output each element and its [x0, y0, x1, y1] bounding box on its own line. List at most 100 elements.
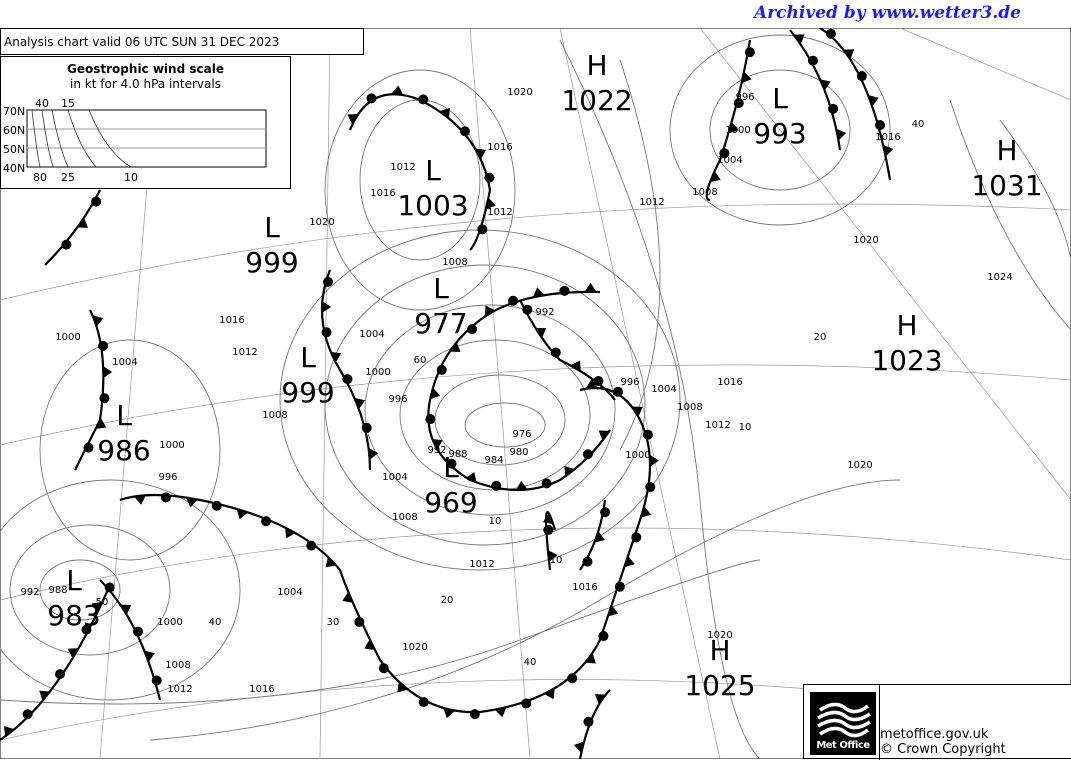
warm-front-semicircle — [828, 103, 839, 114]
warm-front-semicircle — [484, 172, 495, 183]
wind-scale-graph: 70N 60N 50N 40N 40 15 80 25 10 — [3, 97, 267, 184]
isobar-labels: 1020101610121016101210081004100099699298… — [20, 87, 1012, 695]
cold-front-triangle — [92, 315, 104, 327]
cold-front-triangle — [431, 439, 443, 450]
cold-front-triangle — [598, 430, 610, 441]
wind-speed-label: 60 — [414, 355, 427, 366]
isobar-label: 1016 — [717, 377, 742, 388]
warm-front-semicircle — [522, 304, 533, 315]
cold-front-triangle — [325, 556, 337, 568]
wind-speed-label: 40 — [209, 617, 222, 628]
warm-front-semicircle — [104, 582, 115, 593]
warm-front-semicircle — [261, 516, 272, 527]
pressure-centre-value: 1023 — [871, 344, 942, 377]
wind-speed-label: 40 — [912, 119, 925, 130]
wind-speed-label: 10 — [489, 516, 502, 527]
warm-front-semicircle — [550, 347, 561, 358]
cold-front-triangle — [594, 694, 606, 705]
warm-front-semicircle — [541, 478, 552, 489]
lat-label: 70N — [3, 105, 25, 118]
lat-label: 40N — [3, 162, 25, 175]
wind-speed-label: 10 — [739, 422, 752, 433]
cold-front-triangle — [103, 366, 113, 379]
warm-front-semicircle — [508, 295, 519, 306]
cold-front-triangle — [449, 341, 461, 352]
cold-front-triangle — [439, 107, 450, 119]
warm-front-semicircle — [418, 697, 429, 708]
pressure-centre-value: 1031 — [971, 169, 1042, 202]
cold-front-triangle — [585, 653, 596, 664]
wind-speed-label: 40 — [524, 657, 537, 668]
isobar-label: 1004 — [651, 384, 676, 395]
cold-front-triangle — [364, 639, 376, 650]
cold-front-triangle — [868, 95, 879, 107]
cold-front-triangle — [95, 418, 107, 429]
warm-front-semicircle — [719, 148, 730, 159]
speed-label: 40 — [35, 97, 49, 110]
cold-front-triangle — [649, 454, 659, 467]
isobar-label: 976 — [512, 429, 531, 440]
warm-front-semicircle — [645, 482, 656, 493]
isobar-label: 984 — [484, 455, 503, 466]
isobar-label: 980 — [509, 447, 528, 458]
archive-note: Archived by www.wetter3.de — [754, 3, 1021, 23]
cold-front-triangle — [594, 531, 605, 543]
site-url[interactable]: metoffice.gov.uk — [880, 727, 989, 742]
pressure-centre-type: L — [264, 211, 280, 244]
lat-lon-grid — [0, 28, 1071, 759]
isobar-label: 1012 — [232, 347, 257, 358]
warm-front-semicircle — [446, 458, 457, 469]
warm-front-semicircle — [22, 709, 33, 720]
pressure-centre-type: H — [896, 309, 917, 342]
cold-front-triangle — [120, 604, 132, 615]
pressure-centre-type: L — [443, 451, 459, 484]
met-office-footer: Met Office metoffice.gov.uk © Crown Copy… — [803, 684, 1071, 760]
isobar-label: 1004 — [112, 357, 137, 368]
speed-label: 10 — [124, 171, 138, 184]
isobar-label: 1016 — [370, 188, 395, 199]
isobar-label: 988 — [48, 585, 67, 596]
cold-front-triangle — [607, 605, 619, 617]
isobar-label: 1000 — [55, 332, 80, 343]
cold-front-triangle — [710, 170, 721, 183]
isobar-label: 1016 — [572, 582, 597, 593]
cold-front-triangle — [484, 305, 496, 317]
wind-speed-label: 30 — [327, 617, 340, 628]
isobar-label: 1008 — [392, 512, 417, 523]
isobar-label: 1012 — [487, 207, 512, 218]
warm-front-semicircle — [81, 624, 92, 635]
pressure-centre-value: 999 — [281, 376, 334, 409]
warm-front-semicircle — [354, 616, 365, 627]
isobar-label: 1020 — [847, 460, 872, 471]
isobar-label: 1024 — [987, 272, 1012, 283]
cold-front-triangle — [820, 79, 831, 91]
warm-front-semicircle — [856, 71, 867, 82]
warm-front-semicircle — [543, 524, 554, 535]
isobar-label: 1016 — [249, 684, 274, 695]
warm-front-semicircle — [436, 364, 447, 375]
speed-label: 80 — [33, 171, 47, 184]
cold-front-triangle — [465, 471, 477, 483]
cold-front-triangle — [535, 328, 547, 339]
front-symbols — [4, 28, 894, 754]
isobars — [0, 34, 1071, 759]
pressure-centre-type: L — [116, 399, 132, 432]
cold-front-triangle — [843, 49, 855, 60]
pressure-centre-value: 986 — [97, 434, 150, 467]
cold-front-triangle — [741, 71, 752, 84]
warm-front-semicircle — [99, 393, 110, 404]
lat-label: 50N — [3, 143, 25, 156]
pressure-centre-value: 983 — [47, 599, 100, 632]
cold-front-triangle — [67, 648, 79, 659]
wind-scale-subtitle: in kt for 4.0 hPa intervals — [70, 77, 221, 91]
wind-speed-label: 20 — [814, 332, 827, 343]
isobar-label: 1020 — [507, 87, 532, 98]
warm-front-semicircle — [598, 631, 609, 642]
isobar-label: 996 — [388, 394, 407, 405]
isobar-label: 1008 — [262, 410, 287, 421]
isobar-label: 1000 — [725, 125, 750, 136]
cold-front-triangle — [391, 85, 404, 96]
pressure-centre-type: H — [996, 134, 1017, 167]
cold-front-triangle — [354, 397, 366, 410]
